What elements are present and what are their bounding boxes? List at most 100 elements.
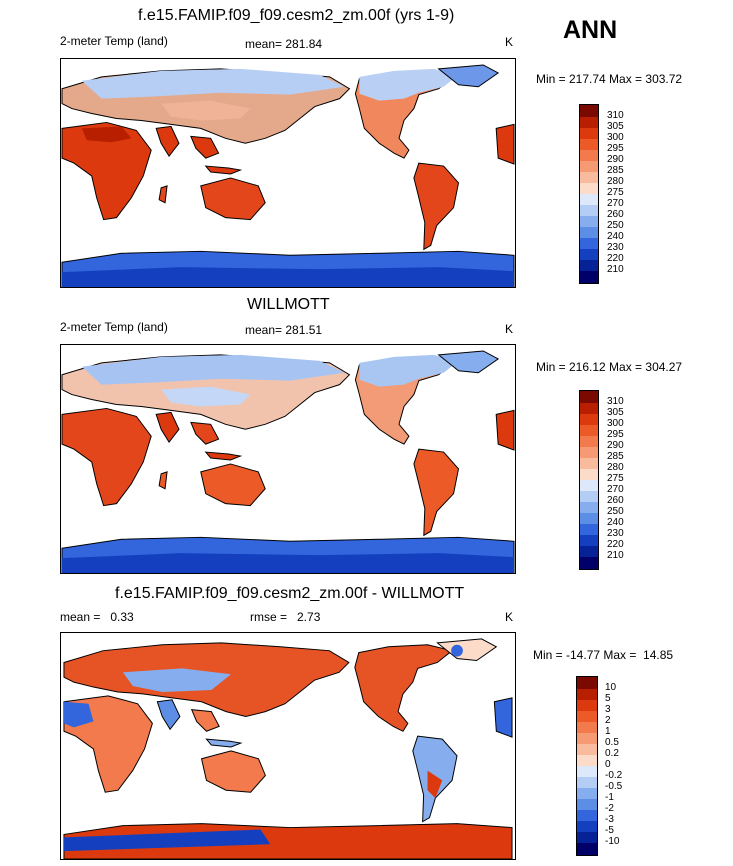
colorbar-swatch (580, 447, 598, 458)
world-map (61, 64, 515, 287)
colorbar-swatch (580, 491, 598, 502)
colorbar-swatch (580, 436, 598, 447)
colorbar-label: -2 (605, 803, 614, 814)
colorbar-swatch (580, 260, 598, 271)
colorbar-label: 305 (607, 121, 624, 132)
panel-title: f.e15.FAMIP.f09_f09.cesm2_zm.00f - WILLM… (115, 585, 465, 602)
minmax-label: Min = -14.77 Max = 14.85 (533, 648, 674, 662)
colorbar-label: 290 (607, 154, 624, 165)
colorbar-label: 285 (607, 165, 624, 176)
colorbar-swatch (577, 711, 597, 722)
colorbar-label: 270 (607, 484, 624, 495)
units-label: K (505, 35, 514, 49)
colorbar-label: 260 (607, 495, 624, 506)
colorbar-label: 210 (607, 550, 624, 561)
minmax-label: Min = 216.12 Max = 304.27 (536, 360, 683, 374)
colorbar-swatch (577, 832, 597, 843)
panel-title: WILLMOTT (247, 296, 330, 313)
colorbar-label: 0.5 (605, 737, 619, 748)
colorbar-label: 310 (607, 110, 624, 121)
colorbar-label: 290 (607, 440, 624, 451)
colorbar-label: 270 (607, 198, 624, 209)
colorbar-swatch (580, 535, 598, 546)
colorbar-swatch (580, 105, 598, 117)
colorbar-swatch (577, 777, 597, 788)
colorbar-swatch (580, 391, 598, 403)
map-panel (60, 344, 516, 574)
colorbar-swatch (580, 414, 598, 425)
colorbar-swatch (580, 194, 598, 205)
colorbar-swatch (577, 700, 597, 711)
world-map (61, 350, 515, 573)
colorbar-swatch (580, 216, 598, 227)
map-panel (60, 58, 516, 288)
colorbar-label: 295 (607, 143, 624, 154)
colorbar-swatch (577, 677, 597, 689)
colorbar-label: 240 (607, 517, 624, 528)
colorbar-swatch (577, 722, 597, 733)
colorbar-swatch (580, 205, 598, 216)
colorbar-swatch (577, 821, 597, 832)
colorbar-label: 250 (607, 220, 624, 231)
colorbar-swatch (577, 766, 597, 777)
colorbar-swatch (580, 128, 598, 139)
colorbar-label: 10 (605, 682, 617, 693)
colorbar-swatch (580, 469, 598, 480)
minmax-label: Min = 217.74 Max = 303.72 (536, 72, 683, 86)
colorbar-label: 280 (607, 176, 624, 187)
colorbar-swatch (577, 843, 597, 855)
colorbar-label: 300 (607, 418, 624, 429)
colorbar-label: -10 (605, 836, 620, 847)
colorbar-label: 210 (607, 264, 624, 275)
colorbar-label: 230 (607, 242, 624, 253)
mean-label: mean= 281.84 (245, 37, 323, 51)
colorbar-swatch (577, 788, 597, 799)
mean-label: mean = 0.33 (60, 610, 134, 624)
colorbar-label: 310 (607, 396, 624, 407)
colorbar-label: 300 (607, 132, 624, 143)
colorbar-label: -0.5 (605, 781, 623, 792)
colorbar-swatch (580, 524, 598, 535)
colorbar-label: 2 (605, 715, 611, 726)
colorbar-label: 275 (607, 187, 624, 198)
colorbar-swatch (580, 557, 598, 569)
colorbar-label: 295 (607, 429, 624, 440)
variable-label: 2-meter Temp (land) (60, 320, 168, 334)
colorbar (576, 676, 598, 856)
colorbar-label: 0.2 (605, 748, 619, 759)
colorbar-label: 305 (607, 407, 624, 418)
colorbar-swatch (580, 238, 598, 249)
colorbar-label: 220 (607, 253, 624, 264)
colorbar-swatch (580, 150, 598, 161)
colorbar-label: -1 (605, 792, 614, 803)
colorbar-swatch (580, 161, 598, 172)
colorbar-swatch (580, 227, 598, 238)
colorbar-swatch (580, 172, 598, 183)
units-label: K (505, 610, 514, 624)
colorbar-swatch (577, 689, 597, 700)
colorbar-swatch (580, 183, 598, 194)
colorbar-label: 280 (607, 462, 624, 473)
colorbar (579, 390, 599, 570)
colorbar-label: 240 (607, 231, 624, 242)
colorbar-swatch (577, 799, 597, 810)
colorbar-label: 260 (607, 209, 624, 220)
colorbar-swatch (577, 733, 597, 744)
colorbar-label: 230 (607, 528, 624, 539)
colorbar-label: -5 (605, 825, 614, 836)
colorbar-swatch (580, 425, 598, 436)
variable-label: 2-meter Temp (land) (60, 34, 168, 48)
units-label: K (505, 322, 514, 336)
colorbar-label: 1 (605, 726, 611, 737)
colorbar-swatch (580, 139, 598, 150)
world-map (63, 638, 513, 859)
colorbar-swatch (580, 480, 598, 491)
panel-title: f.e15.FAMIP.f09_f09.cesm2_zm.00f (yrs 1-… (138, 7, 455, 24)
colorbar-label: -0.2 (605, 770, 623, 781)
colorbar-swatch (580, 458, 598, 469)
season-label: ANN (563, 16, 618, 44)
colorbar (579, 104, 599, 284)
colorbar-label: -3 (605, 814, 614, 825)
colorbar-swatch (580, 513, 598, 524)
colorbar-swatch (580, 403, 598, 414)
